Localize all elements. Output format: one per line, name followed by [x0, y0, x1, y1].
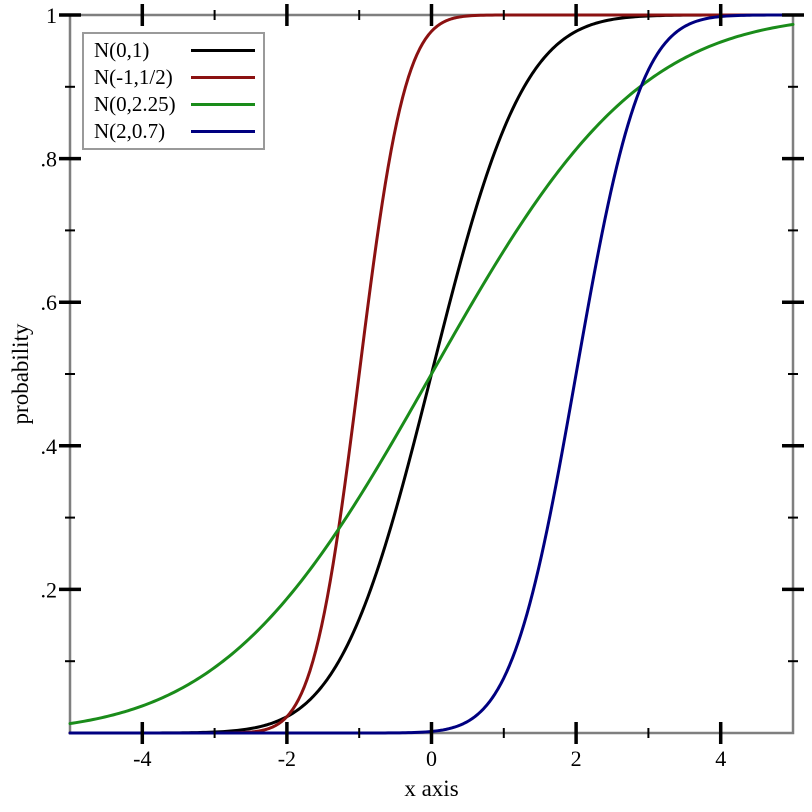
legend-label: N(-1,1/2) [94, 65, 173, 89]
legend-line-sample [191, 76, 255, 79]
legend: N(0,1) N(-1,1/2) N(0,2.25) N(2,0.7) [82, 32, 265, 150]
legend-label: N(0,1) [94, 38, 150, 62]
y-tick-label: .4 [41, 434, 58, 459]
y-tick-label: .8 [41, 147, 58, 172]
x-tick-label: -4 [133, 746, 151, 771]
x-tick-label: -2 [278, 746, 296, 771]
y-tick-label: .2 [41, 577, 58, 602]
y-tick-label: 1 [46, 3, 57, 28]
x-tick-label: 4 [715, 746, 726, 771]
x-tick-label: 0 [426, 746, 437, 771]
legend-label: N(2,0.7) [94, 119, 166, 143]
y-tick-label: .6 [41, 290, 58, 315]
legend-line-sample [191, 130, 255, 133]
curve-N(0,2.25) [68, 22, 795, 726]
x-axis-title: x axis [404, 776, 459, 801]
legend-line-sample [191, 103, 255, 106]
legend-entry: N(2,0.7) [94, 118, 255, 145]
legend-entry: N(-1,1/2) [94, 64, 255, 91]
legend-line-sample [191, 49, 255, 52]
x-tick-label: 2 [571, 746, 582, 771]
legend-entry: N(0,1) [94, 37, 255, 64]
y-axis-title: probability [8, 323, 33, 425]
legend-label: N(0,2.25) [94, 92, 176, 116]
legend-entry: N(0,2.25) [94, 91, 255, 118]
